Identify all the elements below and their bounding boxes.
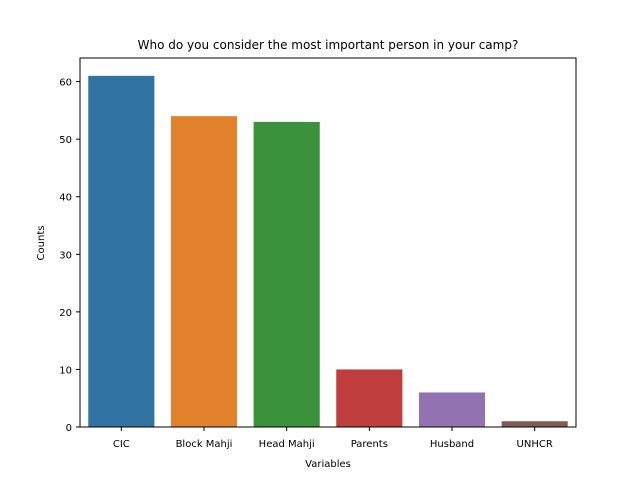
y-tick-label: 20 [59,308,72,319]
x-tick-label: CIC [113,439,130,450]
bar-head-mahji [253,121,320,428]
bar-cic [88,75,155,427]
x-tick-label: Parents [351,439,388,450]
x-tick-label: UNHCR [517,439,553,450]
y-tick-label: 40 [59,193,72,204]
y-tick-label: 0 [66,423,72,434]
x-tick-label: Block Mahji [176,439,233,450]
y-tick-label: 30 [59,250,72,261]
bar-unhcr [501,421,568,427]
y-tick-label: 50 [59,135,72,146]
y-tick-label: 60 [59,78,72,89]
y-axis-ticks: 0 10 20 30 40 50 60 [59,78,80,434]
y-axis-label: Counts [36,226,47,261]
plot-frame [79,57,577,428]
bar-block-mahji [170,116,238,427]
y-tick-label: 10 [59,365,72,376]
chart-title: Who do you consider the most important p… [138,38,519,52]
x-tick-label: Husband [430,439,474,450]
x-tick-label: Head Mahji [259,439,315,450]
x-axis-label: Variables [305,459,351,470]
bars-group [88,75,568,428]
x-axis-ticks: CIC Block Mahji Head Mahji Parents Husband UN… [113,427,553,450]
bar-parents [336,369,403,427]
bar-husband [418,392,486,427]
